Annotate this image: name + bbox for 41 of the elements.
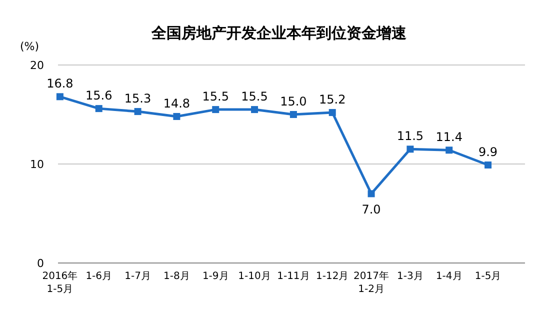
x-tick-label: 1-6月 <box>86 271 112 282</box>
point <box>368 190 375 198</box>
point <box>251 106 258 114</box>
data-label: 15.5 <box>241 90 268 104</box>
data-label: 11.5 <box>396 129 424 144</box>
y-tick-label: 10 <box>30 158 44 171</box>
data-label: 7.0 <box>362 202 381 217</box>
x-tick-label: 1-11月 <box>277 271 310 282</box>
data-label: 15.2 <box>319 92 346 107</box>
data-label: 15.0 <box>280 94 307 108</box>
chart-title: 全国房地产开发企业本年到位资金增速 <box>150 24 408 42</box>
point <box>95 105 102 112</box>
point <box>134 108 142 116</box>
point <box>56 93 64 100</box>
x-tick-label: 1-12月 <box>316 271 349 282</box>
data-label: 11.4 <box>436 130 462 144</box>
data-label: 9.9 <box>478 144 498 159</box>
point <box>406 146 414 153</box>
data-label: 15.3 <box>124 92 152 106</box>
x-tick-label: 1-4月 <box>436 271 462 282</box>
point <box>173 112 180 120</box>
x-tick-label: 1-10月 <box>238 271 271 282</box>
data-label: 15.5 <box>202 90 229 104</box>
data-label: 14.8 <box>163 96 190 110</box>
x-tick-label: 2016年 1-5月 <box>42 270 78 295</box>
point <box>446 146 453 154</box>
x-tick-label: 1-8月 <box>164 271 190 282</box>
y-axis-title: (%) <box>20 40 40 53</box>
x-tick-label: 1-3月 <box>397 271 424 282</box>
x-tick-label: 2017年 1-2月 <box>354 270 390 295</box>
point <box>290 111 297 118</box>
point <box>328 109 336 116</box>
data-label: 15.6 <box>86 88 112 103</box>
x-tick-label: 1-9月 <box>202 271 229 282</box>
y-tick-label: 20 <box>30 59 44 72</box>
point <box>212 106 220 114</box>
point <box>484 161 492 168</box>
x-tick-label: 1-5月 <box>474 271 502 282</box>
x-tick-label: 1-7月 <box>124 271 151 282</box>
data-label: 16.8 <box>46 76 74 91</box>
y-tick-label: 0 <box>37 257 44 270</box>
